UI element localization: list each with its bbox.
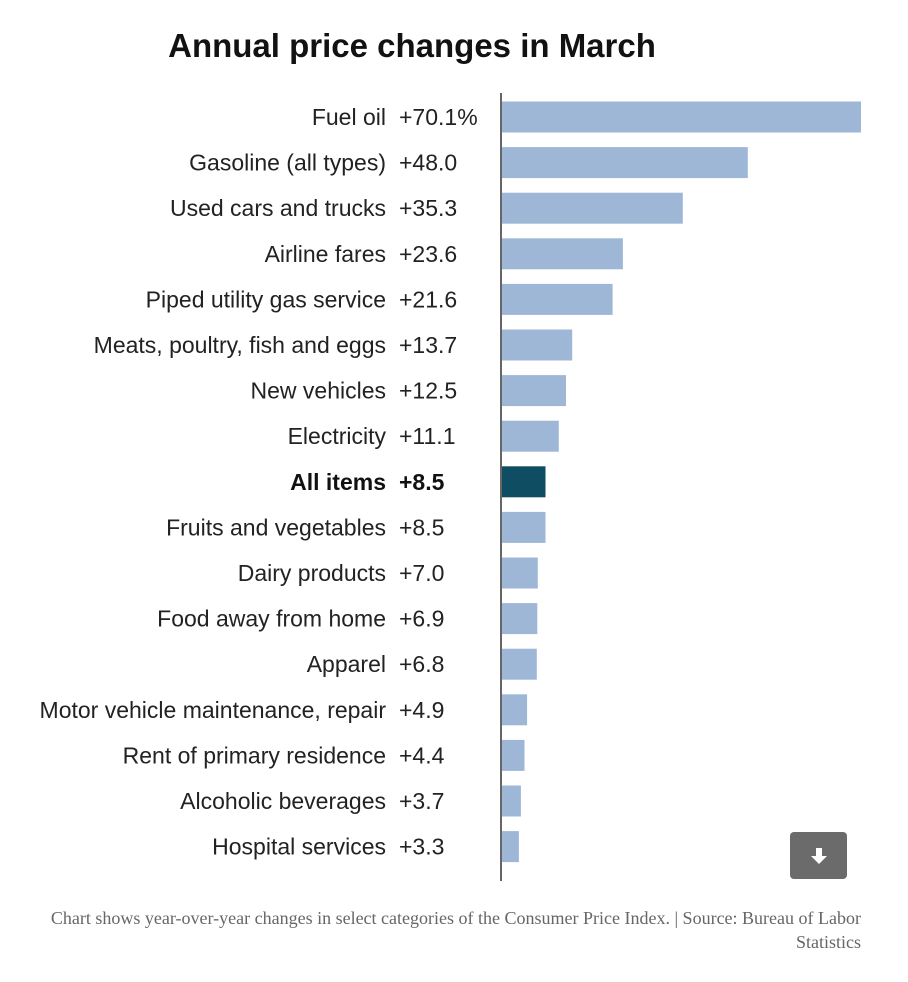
category-label: Piped utility gas service	[146, 286, 386, 312]
value-label: +6.8	[399, 651, 444, 677]
value-label: +4.4	[399, 742, 445, 768]
labels-group: Fuel oil +70.1% Gasoline (all types) +48.0 U…	[40, 104, 478, 860]
value-label: +6.9	[399, 606, 444, 632]
category-label: New vehicles	[251, 378, 387, 404]
category-label: Fuel oil	[312, 104, 386, 130]
bar	[502, 511, 546, 543]
bar	[502, 831, 519, 863]
category-label: Hospital services	[212, 834, 386, 860]
bar	[502, 329, 573, 361]
value-label: +13.7	[399, 332, 457, 358]
category-label: Motor vehicle maintenance, repair	[40, 697, 387, 723]
bar	[502, 101, 861, 133]
category-label: Airline fares	[265, 241, 386, 267]
category-label: Electricity	[288, 423, 387, 449]
value-label: +7.0	[399, 560, 444, 586]
chart-caption: Chart shows year-over-year changes in se…	[50, 908, 861, 952]
bar	[502, 375, 566, 407]
download-arrow-icon	[810, 847, 827, 864]
value-label: +12.5	[399, 378, 457, 404]
bar	[502, 283, 613, 315]
category-label: Food away from home	[157, 606, 386, 632]
bar	[502, 648, 537, 680]
download-button[interactable]	[790, 832, 847, 879]
bars-group	[502, 101, 861, 863]
value-label: +11.1	[399, 423, 456, 449]
category-label: Alcoholic beverages	[180, 788, 386, 814]
bar	[502, 466, 546, 498]
value-label: +23.6	[399, 241, 457, 267]
bar	[502, 147, 748, 179]
category-label: Meats, poultry, fish and eggs	[94, 332, 386, 358]
chart-title: Annual price changes in March	[168, 27, 656, 64]
bar	[502, 192, 683, 224]
bar	[502, 420, 559, 452]
bar	[502, 694, 528, 726]
bar	[502, 557, 538, 589]
category-label: Rent of primary residence	[123, 742, 386, 768]
bar	[502, 603, 538, 635]
value-label: +8.5	[399, 469, 445, 495]
bar	[502, 739, 525, 771]
bar	[502, 785, 521, 817]
category-label: Used cars and trucks	[170, 195, 386, 221]
category-label: Fruits and vegetables	[166, 514, 386, 540]
value-label: +3.3	[399, 834, 444, 860]
category-label: Dairy products	[238, 560, 386, 586]
bar	[502, 238, 623, 270]
category-label: All items	[290, 469, 386, 495]
value-label: +35.3	[399, 195, 457, 221]
bar-chart: Annual price changes in March Fuel oil +7…	[40, 27, 861, 881]
category-label: Apparel	[307, 651, 386, 677]
category-label: Gasoline (all types)	[189, 150, 386, 176]
value-label: +21.6	[399, 286, 457, 312]
value-label: +3.7	[399, 788, 444, 814]
value-label: +8.5	[399, 514, 444, 540]
value-label: +4.9	[399, 697, 444, 723]
value-label: +48.0	[399, 150, 457, 176]
value-label: +70.1%	[399, 104, 478, 130]
